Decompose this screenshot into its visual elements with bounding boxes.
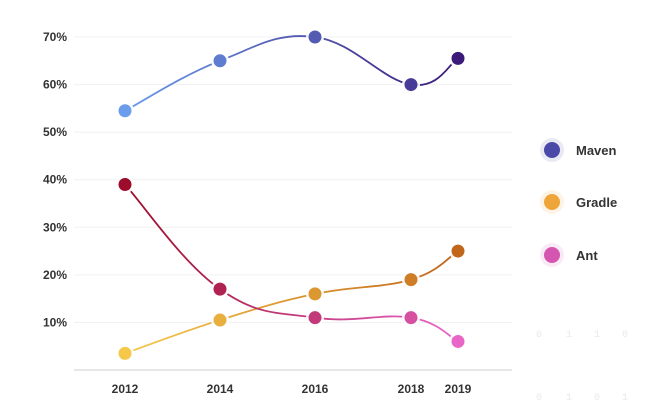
- y-tick-label: 70%: [43, 30, 67, 44]
- data-point-maven[interactable]: [308, 30, 322, 44]
- legend-swatch: [544, 142, 560, 158]
- svg-text:1: 1: [566, 330, 572, 341]
- legend-item-gradle[interactable]: Gradle: [540, 190, 617, 214]
- legend-item-maven[interactable]: Maven: [540, 138, 617, 162]
- svg-text:1: 1: [566, 393, 572, 404]
- data-point-gradle[interactable]: [308, 287, 322, 301]
- y-tick-label: 30%: [43, 220, 67, 234]
- y-tick-label: 60%: [43, 78, 67, 92]
- svg-text:1: 1: [594, 330, 600, 341]
- y-tick-label: 10%: [43, 315, 67, 329]
- data-point-maven[interactable]: [451, 51, 465, 65]
- x-tick-label: 2012: [112, 382, 139, 396]
- data-point-maven[interactable]: [213, 54, 227, 68]
- data-point-gradle[interactable]: [404, 273, 418, 287]
- y-tick-label: 50%: [43, 125, 67, 139]
- svg-text:0: 0: [536, 393, 542, 404]
- svg-text:0: 0: [594, 393, 600, 404]
- grid-lines: [74, 36, 512, 323]
- legend: Maven Gradle Ant: [540, 138, 617, 267]
- data-point-gradle[interactable]: [451, 244, 465, 258]
- data-point-ant[interactable]: [404, 311, 418, 325]
- data-point-ant[interactable]: [308, 311, 322, 325]
- svg-text:1: 1: [622, 393, 628, 404]
- data-point-gradle[interactable]: [118, 346, 132, 360]
- y-axis-ticks: 10% 20% 30% 40% 50% 60% 70%: [43, 30, 67, 329]
- data-point-maven[interactable]: [118, 104, 132, 118]
- x-tick-label: 2014: [207, 382, 234, 396]
- data-point-ant[interactable]: [213, 282, 227, 296]
- svg-text:0: 0: [622, 330, 628, 341]
- series-points: [116, 28, 467, 363]
- x-tick-label: 2019: [445, 382, 472, 396]
- svg-text:0: 0: [536, 330, 542, 341]
- series-line-maven: [124, 35, 459, 112]
- y-tick-label: 20%: [43, 268, 67, 282]
- data-point-ant[interactable]: [451, 334, 465, 348]
- legend-swatch: [544, 247, 560, 263]
- legend-label: Ant: [576, 248, 598, 263]
- legend-item-ant[interactable]: Ant: [540, 243, 598, 267]
- x-tick-label: 2018: [398, 382, 425, 396]
- legend-swatch: [544, 194, 560, 210]
- decorative-digits: 0 1 1 0 0 1 0 1: [536, 330, 628, 404]
- series-line-gradle: [124, 250, 459, 355]
- x-axis-ticks: 2012 2014 2016 2018 2019: [112, 382, 472, 396]
- data-point-maven[interactable]: [404, 78, 418, 92]
- legend-label: Gradle: [576, 195, 617, 210]
- x-tick-label: 2016: [302, 382, 329, 396]
- y-tick-label: 40%: [43, 173, 67, 187]
- legend-label: Maven: [576, 143, 617, 158]
- data-point-ant[interactable]: [118, 177, 132, 191]
- data-point-gradle[interactable]: [213, 313, 227, 327]
